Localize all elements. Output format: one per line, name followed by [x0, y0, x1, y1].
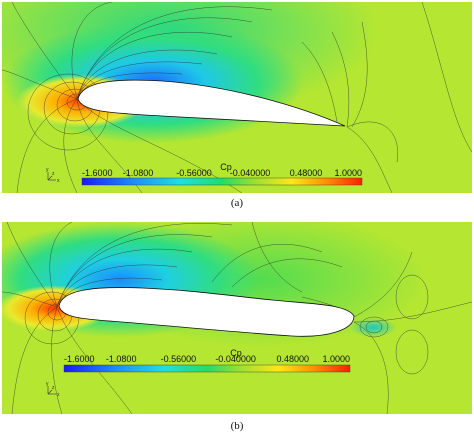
colorbar-title: Cp: [220, 162, 232, 172]
colorbar-b: Cp -1.6000 -1.0800 -0.56000 -0.040000 0.4800…: [63, 348, 351, 373]
axis-triad-b: y x z: [46, 381, 60, 398]
colorbar-tick-label: -0.040000: [230, 168, 271, 178]
axis-label-z: z: [52, 385, 55, 391]
colorbar-title: Cp: [230, 348, 242, 358]
axis-label-x: x: [57, 392, 60, 398]
colorbar-tick-label: -1.6000: [82, 168, 113, 178]
colorbar-tick-label: -0.56000: [161, 354, 197, 364]
colorbar-tick-label: 1.0000: [322, 354, 350, 364]
colorbar-tick-label: 0.48000: [290, 168, 323, 178]
colorbar-tick-label: 0.48000: [277, 354, 310, 364]
axis-label-y: y: [46, 381, 49, 387]
colorbar-gradient: [63, 364, 351, 373]
airfoil-shape-b: [58, 287, 355, 337]
colorbar-a: Cp -1.6000 -1.0800 -0.56000 -0.040000 0.4800…: [81, 162, 363, 186]
contour-lines-b: [2, 222, 472, 414]
colorbar-tick-label: -1.0800: [106, 354, 137, 364]
caption-a: (a): [230, 197, 244, 209]
pressure-field-a: y x z Cp -1.6000 -1.0800 -0.56000 -0.040000…: [2, 2, 472, 193]
airfoil-shape-a: [77, 79, 346, 127]
colorbar-tick-label: -0.040000: [215, 354, 256, 364]
pressure-field-b: y x z Cp -1.6000 -1.0800 -0.56000 -0.040000…: [2, 222, 472, 414]
contour-plot-a: y x z Cp -1.6000 -1.0800 -0.56000 -0.040000…: [2, 2, 472, 193]
axis-label-y: y: [46, 167, 49, 173]
contour-plot-b: y x z Cp -1.6000 -1.0800 -0.56000 -0.040000…: [2, 222, 472, 414]
colorbar-tick-label: -1.6000: [64, 354, 95, 364]
colorbar-tick-label: -1.0800: [123, 168, 154, 178]
axis-label-z: z: [52, 171, 55, 177]
contour-lines-a: [2, 2, 472, 193]
colorbar-gradient: [81, 177, 363, 186]
axis-label-x: x: [57, 178, 60, 184]
colorbar-tick-label: 1.0000: [334, 168, 362, 178]
colorbar-tick-label: -0.56000: [176, 168, 212, 178]
axis-triad-a: y x z: [46, 167, 60, 184]
caption-b: (b): [230, 420, 244, 432]
